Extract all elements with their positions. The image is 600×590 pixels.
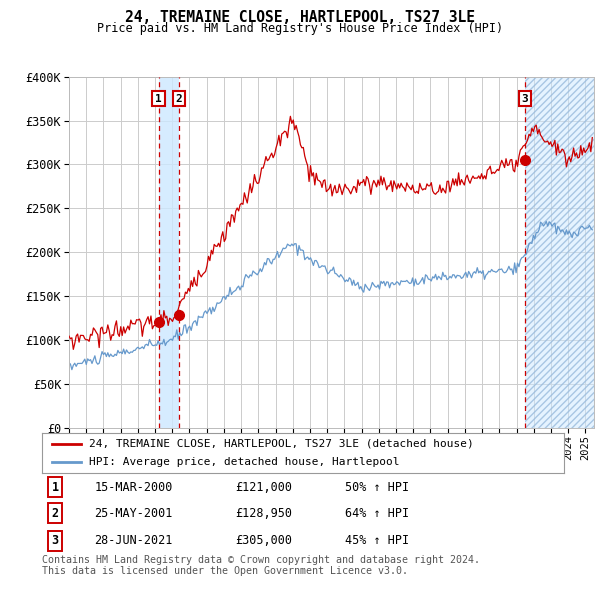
Text: 50% ↑ HPI: 50% ↑ HPI (345, 481, 409, 494)
Text: Price paid vs. HM Land Registry's House Price Index (HPI): Price paid vs. HM Land Registry's House … (97, 22, 503, 35)
Text: Contains HM Land Registry data © Crown copyright and database right 2024.
This d: Contains HM Land Registry data © Crown c… (42, 555, 480, 576)
Text: 24, TREMAINE CLOSE, HARTLEPOOL, TS27 3LE (detached house): 24, TREMAINE CLOSE, HARTLEPOOL, TS27 3LE… (89, 439, 474, 449)
Text: £121,000: £121,000 (235, 481, 292, 494)
Bar (525, 77, 594, 428)
Bar (158, 77, 179, 428)
Text: 28-JUN-2021: 28-JUN-2021 (94, 535, 173, 548)
Text: 2: 2 (176, 94, 182, 104)
Text: HPI: Average price, detached house, Hartlepool: HPI: Average price, detached house, Hart… (89, 457, 400, 467)
Text: 15-MAR-2000: 15-MAR-2000 (94, 481, 173, 494)
Text: £305,000: £305,000 (235, 535, 292, 548)
Text: 3: 3 (52, 535, 59, 548)
Text: 1: 1 (155, 94, 162, 104)
Text: 2: 2 (52, 507, 59, 520)
Text: 3: 3 (521, 94, 528, 104)
Text: 25-MAY-2001: 25-MAY-2001 (94, 507, 173, 520)
Text: 45% ↑ HPI: 45% ↑ HPI (345, 535, 409, 548)
Text: 24, TREMAINE CLOSE, HARTLEPOOL, TS27 3LE: 24, TREMAINE CLOSE, HARTLEPOOL, TS27 3LE (125, 10, 475, 25)
Text: 64% ↑ HPI: 64% ↑ HPI (345, 507, 409, 520)
Bar (525, 77, 594, 428)
Text: £128,950: £128,950 (235, 507, 292, 520)
Text: 1: 1 (52, 481, 59, 494)
